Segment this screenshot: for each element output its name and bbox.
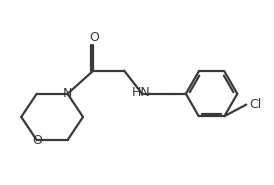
- Text: O: O: [90, 31, 99, 44]
- Text: HN: HN: [132, 86, 150, 99]
- Text: N: N: [63, 87, 72, 100]
- Text: Cl: Cl: [249, 98, 262, 111]
- Text: O: O: [32, 134, 42, 147]
